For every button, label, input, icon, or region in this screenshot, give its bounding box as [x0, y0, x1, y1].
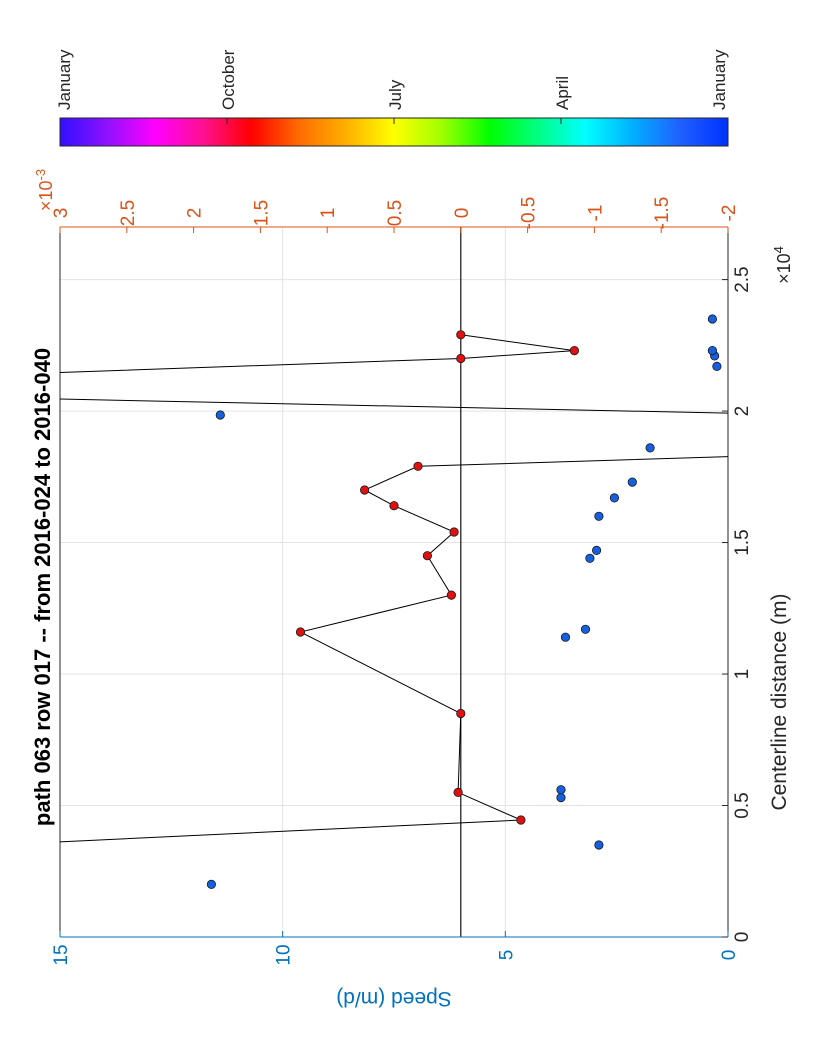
right-multiplier-base: ×10 [36, 181, 56, 212]
red-point-9 [413, 461, 423, 471]
right-tick-label: 1 [318, 208, 339, 219]
red-point-10 [456, 353, 466, 364]
colorbar-label: October [219, 49, 238, 110]
colorbar-label: April [553, 76, 572, 110]
x-tick-label: 1 [732, 669, 753, 680]
speed-point-5 [580, 624, 591, 634]
speed-tick-label: 10 [274, 944, 295, 965]
right-tick-label: -1.5 [652, 197, 673, 230]
speed-point-12 [215, 410, 225, 420]
speed-point-3 [556, 785, 566, 795]
red-point-5 [422, 551, 432, 561]
colorbar-label: July [386, 79, 405, 110]
speed-point-0 [206, 879, 216, 890]
speed-point-10 [627, 477, 637, 487]
red-point-0 [516, 815, 526, 825]
x-tick-label: 2 [732, 406, 753, 417]
red-point-6 [449, 527, 459, 537]
right-tick-label: 1.5 [251, 200, 272, 226]
red-point-12 [456, 330, 466, 340]
speed-point-8 [594, 511, 604, 521]
right-tick-label: -2 [719, 205, 740, 222]
speed-point-2 [556, 792, 566, 803]
red-point-1 [453, 787, 463, 798]
speed-point-13 [712, 361, 722, 371]
colorbar-label: January [710, 49, 729, 110]
chart-title: path 063 row 017 -- from 2016-024 to 201… [30, 348, 55, 826]
speed-point-6 [585, 553, 595, 563]
red-point-7 [389, 501, 399, 511]
x-tick-label: 0.5 [732, 792, 753, 818]
right-tick-label: -1 [585, 205, 606, 222]
speed-point-4 [560, 632, 571, 642]
x-multiplier: ×104 [771, 246, 794, 284]
speed-axis-label: Speed (m/d) [336, 987, 452, 1010]
red-point-2 [456, 708, 466, 719]
grid-lines [60, 227, 728, 937]
x-tick-label: 1.5 [732, 529, 753, 555]
right-tick-label: 0.5 [385, 200, 406, 226]
right-tick-label: 0 [452, 208, 473, 219]
series-layer [60, 314, 728, 890]
plot-frame [59, 226, 729, 938]
red-point-11 [569, 345, 580, 356]
colorbar-label: January [55, 49, 74, 110]
series-line-1 [60, 334, 728, 843]
speed-tick-label: 15 [51, 944, 72, 965]
right-multiplier: ×10-3 [33, 169, 56, 211]
red-point-4 [446, 590, 456, 600]
red-point-3 [295, 627, 306, 637]
speed-point-9 [609, 493, 620, 503]
x-multiplier-exponent: 4 [771, 246, 786, 253]
right-tick-label: 3 [51, 208, 72, 219]
speed-point-7 [591, 545, 602, 556]
right-tick-label: -0.5 [519, 197, 540, 230]
red-point-8 [359, 485, 370, 495]
right-tick-label: 2 [185, 208, 206, 219]
x-tick-label: 0 [732, 932, 753, 943]
speed-tick-label: 0 [719, 950, 740, 961]
speed-point-1 [594, 840, 604, 850]
x-multiplier-base: ×10 [774, 253, 794, 284]
right-tick-label: 2.5 [118, 200, 139, 226]
colorbar: January October July April January [55, 49, 729, 147]
speed-point-15 [707, 345, 718, 356]
x-tick-label: 2.5 [732, 266, 753, 292]
x-axis-label: Centerline distance (m) [768, 593, 791, 810]
speed-point-16 [707, 314, 718, 324]
right-multiplier-exponent: -3 [33, 169, 48, 181]
speed-point-11 [645, 443, 655, 453]
speed-tick-label: 5 [496, 950, 517, 961]
